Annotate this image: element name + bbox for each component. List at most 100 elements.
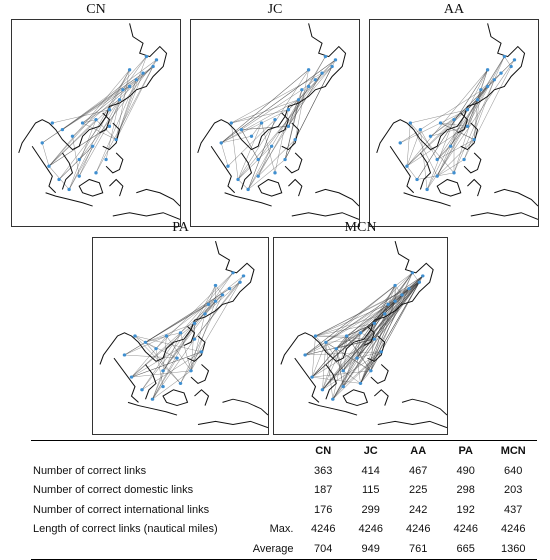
- port-marker: [273, 118, 277, 122]
- shipping-link: [416, 69, 488, 180]
- coastline: [31, 145, 57, 194]
- shipping-link: [221, 109, 289, 144]
- port-marker: [236, 177, 240, 182]
- map-panel-mcn: MCN: [273, 220, 448, 435]
- port-marker: [400, 293, 404, 297]
- row-label: Length of correct links (nautical miles): [33, 523, 218, 536]
- shipping-link: [370, 272, 413, 371]
- shipping-link: [437, 146, 451, 160]
- port-marker: [296, 98, 301, 102]
- shipping-link: [440, 122, 475, 140]
- shipping-link: [315, 313, 385, 337]
- shipping-link: [356, 358, 361, 384]
- shipping-link: [95, 59, 157, 173]
- map-frame: [190, 19, 360, 227]
- port-marker: [256, 157, 260, 162]
- table-cell: 363: [314, 464, 333, 477]
- shipping-link: [406, 129, 421, 167]
- port-marker: [269, 144, 274, 148]
- shipping-link: [356, 282, 420, 359]
- coastline: [224, 192, 272, 207]
- port-marker: [502, 54, 507, 59]
- port-marker: [231, 271, 235, 275]
- port-marker: [398, 141, 402, 145]
- shipping-link: [274, 109, 289, 173]
- port-marker: [369, 369, 373, 373]
- shipping-link: [220, 142, 229, 167]
- table-row: Length of correct links (nautical miles)…: [31, 520, 537, 540]
- shipping-link: [305, 351, 382, 356]
- shipping-link: [305, 338, 375, 356]
- port-marker: [462, 157, 466, 162]
- shipping-link: [325, 285, 396, 343]
- shipping-link: [190, 323, 195, 371]
- coastline: [197, 420, 268, 429]
- map-frame: [92, 237, 269, 435]
- map-frame: [273, 237, 448, 435]
- port-marker: [140, 388, 144, 392]
- port-marker: [303, 353, 307, 357]
- row-sublabel: Average: [242, 539, 300, 560]
- port-marker: [405, 164, 409, 168]
- coastline: [294, 357, 320, 403]
- shipping-link: [145, 342, 157, 349]
- port-marker: [164, 334, 169, 338]
- port-marker: [121, 88, 125, 92]
- shipping-link: [467, 56, 505, 127]
- coastline: [436, 178, 462, 197]
- coastline: [18, 23, 168, 154]
- shipping-link: [322, 275, 423, 390]
- shipping-link: [62, 86, 130, 130]
- map-panel-jc: JC: [190, 2, 360, 227]
- port-marker: [306, 68, 311, 72]
- shipping-link: [463, 66, 512, 160]
- port-marker: [259, 121, 264, 125]
- port-marker: [465, 108, 470, 112]
- shipping-link: [237, 146, 272, 180]
- coastline: [401, 398, 447, 416]
- shipping-link: [477, 56, 505, 100]
- port-marker: [324, 340, 328, 344]
- coastline: [99, 112, 111, 134]
- shipping-link: [115, 66, 154, 140]
- coastline: [240, 152, 253, 190]
- port-marker: [70, 134, 75, 138]
- map-frame: [369, 19, 539, 227]
- coastline: [281, 122, 300, 151]
- coastline: [288, 178, 303, 197]
- port-marker: [393, 299, 397, 303]
- shipping-link: [453, 86, 488, 120]
- map-svg: [18, 23, 180, 220]
- shipping-link: [342, 339, 375, 387]
- shipping-link: [68, 99, 120, 190]
- shipping-link: [257, 73, 323, 160]
- shipping-link: [315, 335, 344, 371]
- port-marker: [452, 171, 456, 175]
- shipping-link: [504, 56, 512, 67]
- shipping-link: [115, 73, 144, 140]
- port-marker: [372, 321, 377, 325]
- shipping-link: [258, 139, 296, 177]
- port-marker: [220, 293, 225, 297]
- shipping-link: [406, 166, 418, 180]
- map-title: JC: [267, 2, 283, 17]
- port-marker: [358, 331, 363, 335]
- port-marker: [122, 353, 127, 357]
- shipping-link: [162, 272, 234, 371]
- port-marker: [438, 121, 443, 125]
- coastline: [291, 212, 359, 220]
- table-cell: 242: [409, 503, 428, 516]
- shipping-link: [437, 139, 475, 160]
- shipping-link: [480, 72, 502, 90]
- coastline: [99, 241, 255, 365]
- port-marker: [178, 381, 183, 385]
- port-marker: [435, 174, 439, 178]
- table-cell: 414: [361, 464, 380, 477]
- port-marker: [192, 321, 197, 325]
- port-marker: [154, 347, 158, 351]
- table-row: Average 704 949 761 665 1360: [31, 539, 537, 560]
- coastline: [194, 389, 210, 406]
- table-cell: 4246: [500, 523, 526, 536]
- port-marker: [141, 71, 145, 75]
- port-marker: [175, 356, 179, 360]
